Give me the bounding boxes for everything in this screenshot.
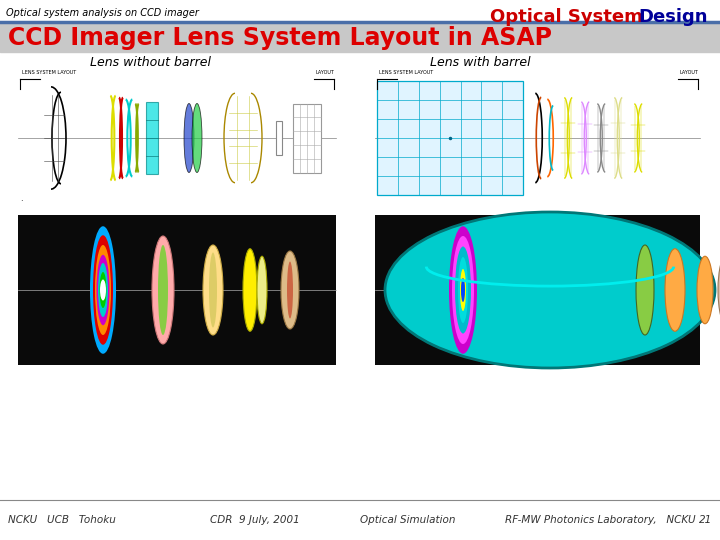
- Text: NCKU   UCB   Tohoku: NCKU UCB Tohoku: [8, 515, 116, 525]
- Bar: [375, 215, 700, 365]
- Ellipse shape: [95, 245, 111, 335]
- Ellipse shape: [449, 226, 477, 354]
- Ellipse shape: [718, 254, 720, 326]
- Ellipse shape: [99, 272, 107, 308]
- Text: 21: 21: [698, 515, 712, 525]
- Text: LENS SYSTEM LAYOUT: LENS SYSTEM LAYOUT: [22, 71, 76, 76]
- Ellipse shape: [93, 235, 113, 345]
- Bar: [293, 104, 321, 172]
- Ellipse shape: [257, 256, 267, 324]
- Ellipse shape: [460, 269, 466, 311]
- Text: CDR  9 July, 2001: CDR 9 July, 2001: [210, 515, 300, 525]
- Bar: [20, 67, 85, 79]
- Text: .: .: [20, 194, 22, 203]
- Ellipse shape: [192, 104, 202, 172]
- Ellipse shape: [90, 226, 116, 354]
- Ellipse shape: [458, 257, 468, 323]
- Text: Design: Design: [638, 8, 708, 26]
- Ellipse shape: [184, 104, 194, 172]
- Bar: [0, 24, 720, 52]
- Ellipse shape: [665, 249, 685, 331]
- Text: Optical System: Optical System: [490, 8, 643, 26]
- Ellipse shape: [209, 253, 217, 327]
- Text: Lens without barrel: Lens without barrel: [90, 56, 211, 69]
- Text: CCD Imager Lens System Layout in ASAP: CCD Imager Lens System Layout in ASAP: [8, 26, 552, 50]
- Ellipse shape: [100, 280, 106, 300]
- Ellipse shape: [98, 263, 108, 317]
- Bar: [146, 102, 158, 174]
- Text: Optical Simulation: Optical Simulation: [360, 515, 456, 525]
- Ellipse shape: [96, 255, 109, 325]
- Bar: [18, 215, 336, 365]
- Bar: [276, 121, 282, 156]
- Text: RF-MW Photonics Laboratory,   NCKU: RF-MW Photonics Laboratory, NCKU: [505, 515, 696, 525]
- Text: LENS SYSTEM LAYOUT: LENS SYSTEM LAYOUT: [379, 71, 433, 76]
- Ellipse shape: [385, 212, 715, 368]
- Ellipse shape: [455, 246, 471, 334]
- Ellipse shape: [697, 256, 713, 324]
- Ellipse shape: [203, 245, 223, 335]
- Ellipse shape: [158, 245, 168, 335]
- Bar: [377, 82, 523, 194]
- Text: Lens with barrel: Lens with barrel: [430, 56, 531, 69]
- Ellipse shape: [452, 236, 474, 344]
- Ellipse shape: [243, 249, 257, 331]
- Text: LAYOUT: LAYOUT: [315, 71, 334, 76]
- Ellipse shape: [152, 236, 174, 344]
- Bar: [375, 67, 700, 205]
- Ellipse shape: [461, 278, 465, 302]
- Bar: [18, 67, 336, 205]
- Ellipse shape: [287, 261, 293, 319]
- Text: LAYOUT: LAYOUT: [679, 71, 698, 76]
- Ellipse shape: [636, 245, 654, 335]
- Ellipse shape: [281, 251, 299, 329]
- Text: Optical system analysis on CCD imager: Optical system analysis on CCD imager: [6, 8, 199, 18]
